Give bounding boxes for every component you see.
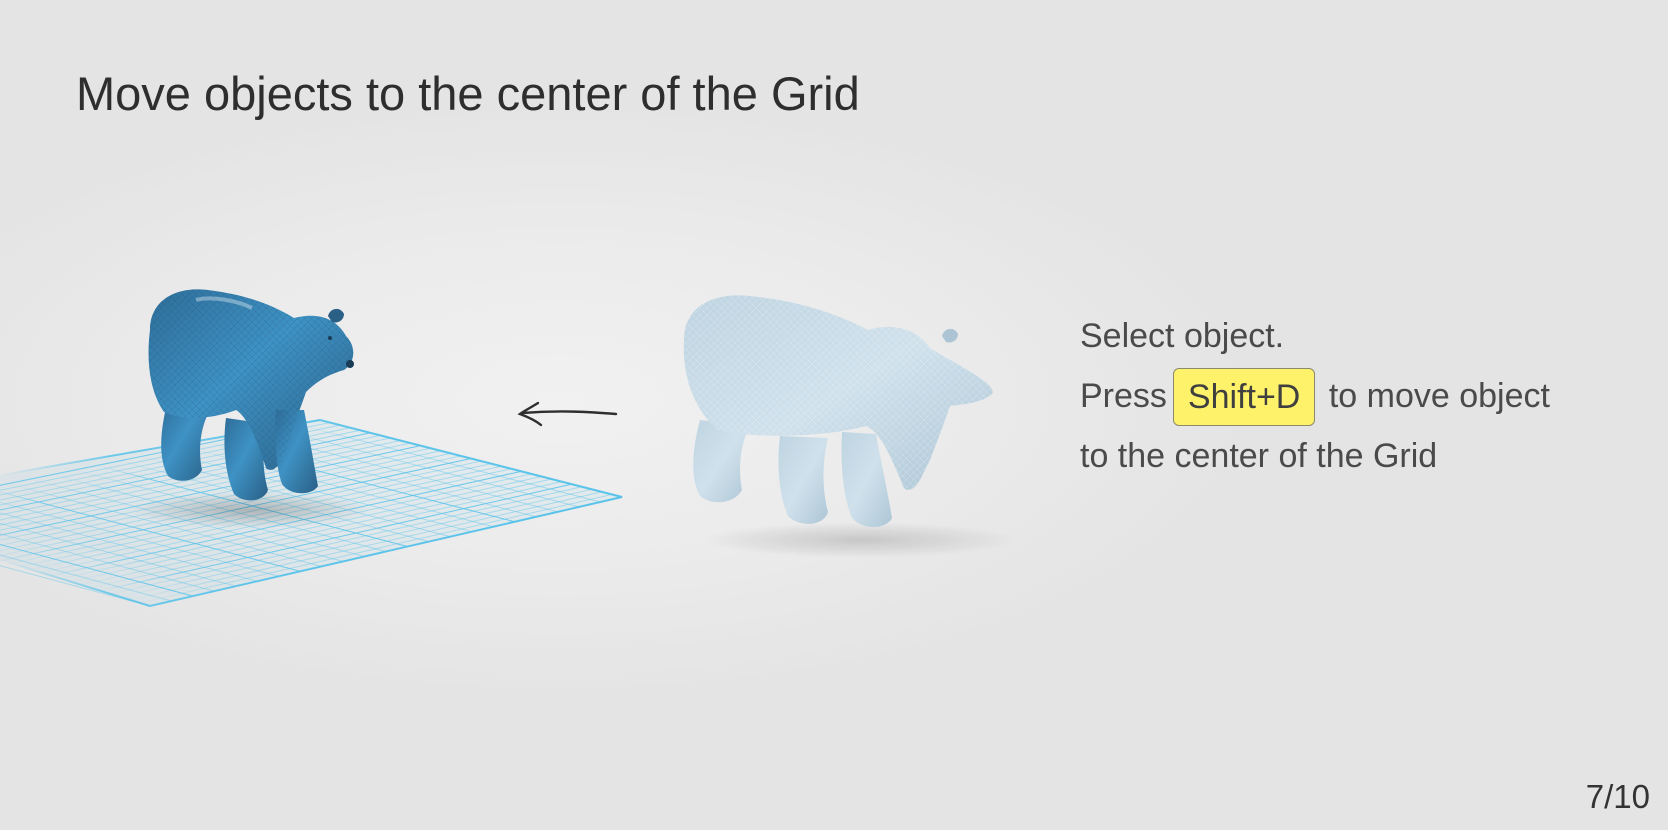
page-indicator: 7/10 [1585,778,1650,815]
instruction-press-line: Press Shift+D to move object [1080,366,1550,426]
slide-title: Move objects to the center of the Grid [76,67,860,120]
bear-selected [130,289,370,528]
shortcut-key-badge: Shift+D [1172,368,1316,426]
instruction-select: Select object. [1080,317,1285,355]
instructions-panel: Select object. Press Shift+D to move obje… [1080,306,1550,486]
instruction-press-label: Press [1080,377,1167,415]
move-arrow [517,401,618,427]
instruction-move-label: to move object [1328,377,1550,415]
instruction-center: to the center of the Grid [1080,437,1438,475]
bear-ghost [683,295,1020,558]
